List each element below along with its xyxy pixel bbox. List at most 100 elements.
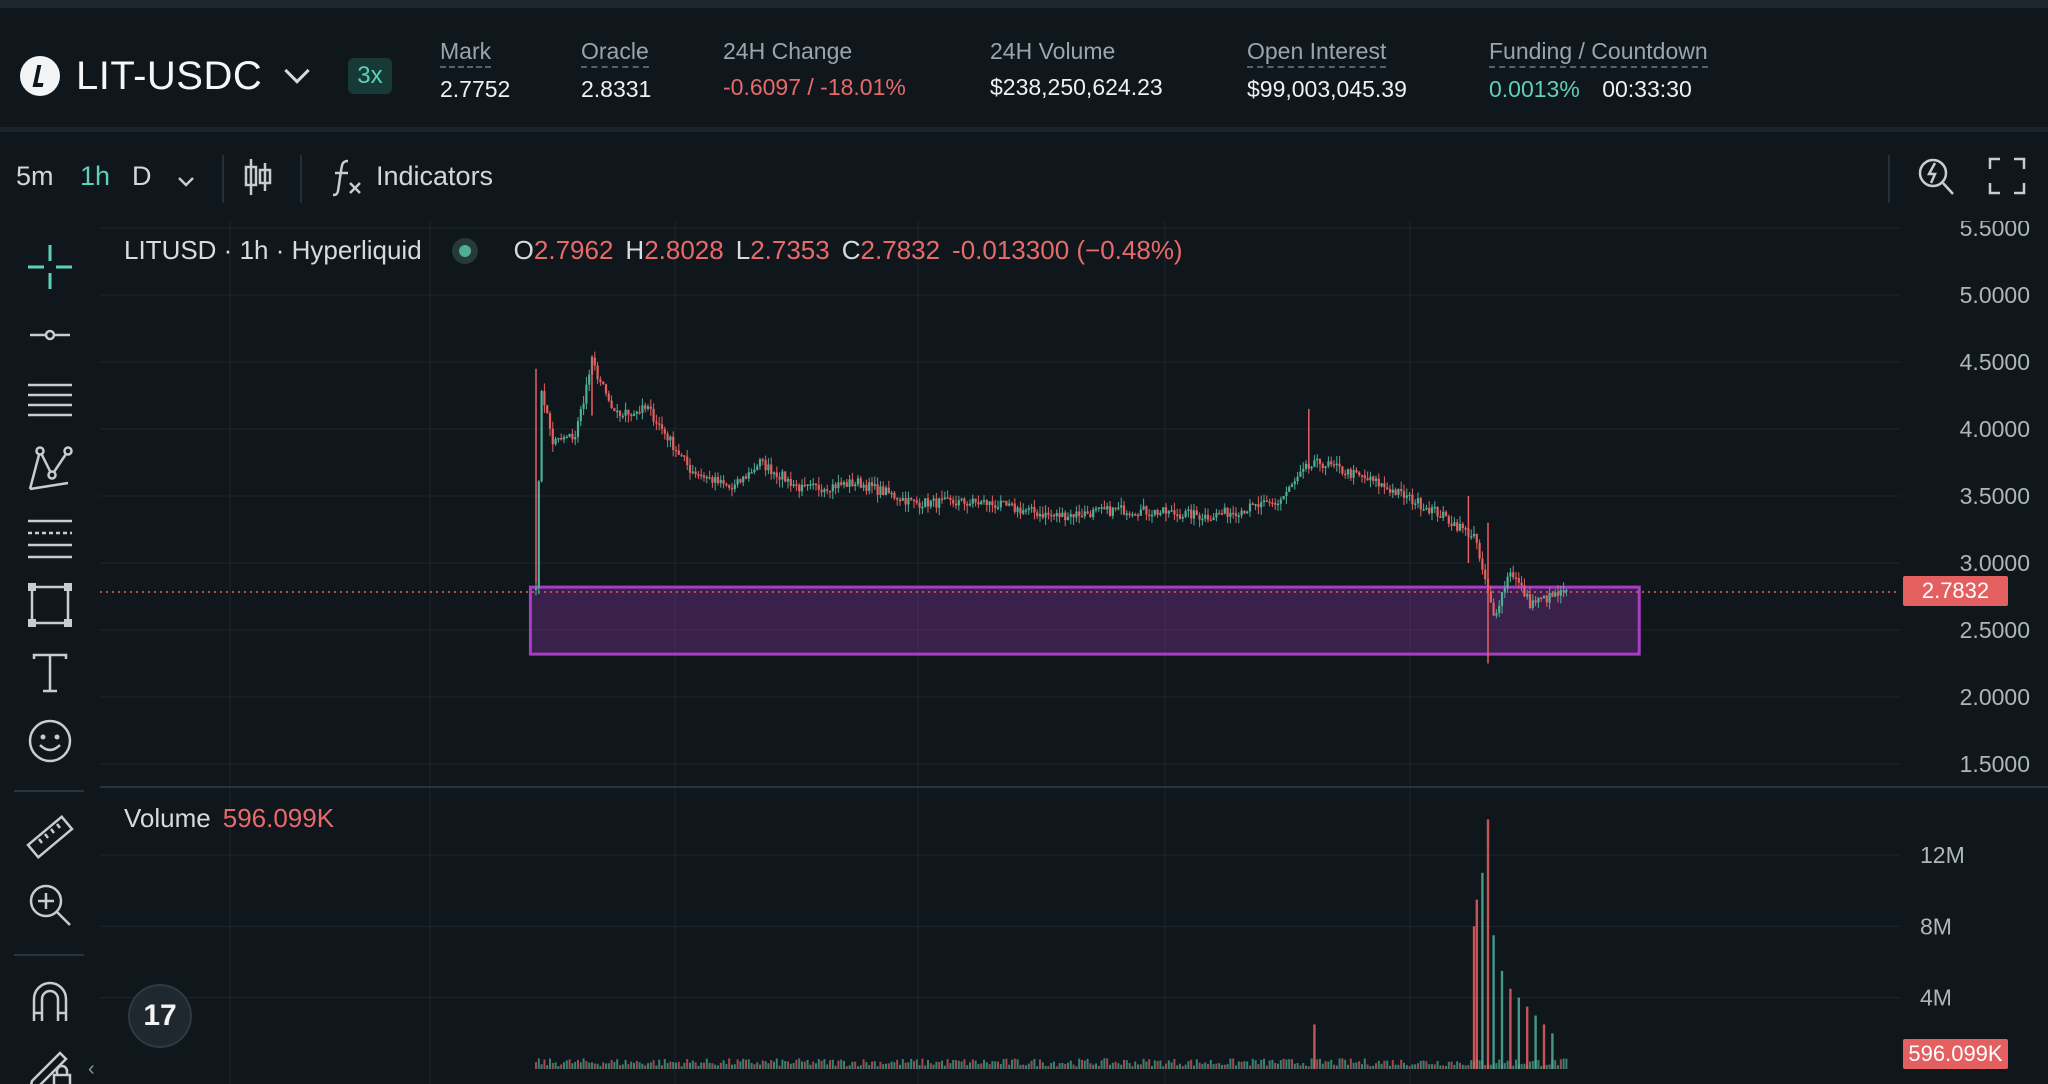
candle-body bbox=[1145, 506, 1148, 515]
volume-bar bbox=[585, 1060, 588, 1069]
candle-body bbox=[1293, 481, 1296, 485]
price-axis-label: 5.5000 bbox=[1960, 221, 2030, 241]
collapse-toolbar-icon[interactable]: ‹ bbox=[88, 1058, 95, 1080]
candle-body bbox=[1439, 516, 1442, 518]
volume-bar bbox=[666, 1063, 669, 1069]
chart-grid bbox=[100, 221, 2048, 1084]
candle-body bbox=[856, 478, 860, 485]
lock-drawings-icon[interactable] bbox=[22, 1039, 78, 1084]
volume-bar bbox=[764, 1061, 767, 1069]
stat-label[interactable]: Open Interest bbox=[1247, 38, 1387, 68]
candle-body bbox=[655, 421, 658, 424]
volume-bar bbox=[960, 1061, 963, 1069]
magnet-icon[interactable] bbox=[22, 973, 78, 1029]
volume-bar bbox=[977, 1064, 980, 1069]
candle-body bbox=[722, 480, 725, 484]
volume-bar bbox=[823, 1059, 826, 1069]
symbol-label[interactable]: LITUSD · 1h · Hyperliquid bbox=[124, 235, 422, 265]
interval-chevron-down-icon[interactable] bbox=[176, 165, 196, 196]
price-axis: 5.5000 5.0000 4.5000 4.0000 3.5000 3.0000 2.50… bbox=[1920, 221, 2030, 1011]
volume-bar bbox=[736, 1059, 739, 1069]
volume-bar bbox=[1260, 1059, 1263, 1069]
candle-body bbox=[954, 503, 958, 506]
volume-bar bbox=[927, 1059, 929, 1069]
drawn-zone bbox=[100, 585, 1900, 656]
volume-bar bbox=[1475, 899, 1478, 1069]
interval-d[interactable]: D bbox=[132, 161, 152, 191]
quick-search-icon[interactable] bbox=[1916, 155, 1956, 204]
candle-body bbox=[756, 466, 759, 470]
candle-body bbox=[1330, 461, 1333, 465]
volume-bar bbox=[820, 1060, 823, 1069]
volume-bar bbox=[1481, 872, 1484, 1069]
volume-bar bbox=[999, 1063, 1002, 1069]
candle-body bbox=[1254, 504, 1257, 506]
zoom-in-icon[interactable] bbox=[22, 877, 78, 933]
volume-bar bbox=[605, 1063, 607, 1069]
candle-body bbox=[1206, 514, 1210, 520]
open-value: 2.7962 bbox=[533, 235, 614, 265]
stat-label[interactable]: Funding / Countdown bbox=[1489, 38, 1708, 68]
candle-body bbox=[1019, 507, 1022, 514]
price-chart[interactable]: 5.5000 5.0000 4.5000 4.0000 3.5000 3.0000 2.50… bbox=[100, 221, 2048, 1084]
candle-body bbox=[1120, 505, 1123, 508]
volume-bar bbox=[638, 1062, 641, 1069]
volume-bar bbox=[991, 1061, 994, 1069]
candle-body bbox=[890, 492, 893, 495]
stat-oracle: Oracle 2.8331 bbox=[581, 38, 651, 103]
candle-body bbox=[1531, 600, 1534, 608]
indicators-button[interactable]: Indicators bbox=[376, 161, 494, 191]
emoji-icon[interactable] bbox=[22, 713, 78, 769]
horizontal-line-icon[interactable] bbox=[22, 307, 78, 363]
leverage-badge[interactable]: 3x bbox=[348, 58, 392, 94]
volume-bar bbox=[1142, 1058, 1145, 1069]
candle-body bbox=[1335, 463, 1338, 466]
candle-body bbox=[1013, 503, 1016, 512]
high-label: H bbox=[625, 235, 645, 265]
candle-body bbox=[1551, 592, 1554, 597]
interval-1h[interactable]: 1h bbox=[80, 161, 111, 191]
stat-value: 2.7752 bbox=[440, 76, 511, 102]
candle-body bbox=[739, 479, 742, 483]
candle-body bbox=[1187, 509, 1190, 512]
chevron-down-icon[interactable] bbox=[284, 58, 310, 84]
interval-5m[interactable]: 5m bbox=[16, 161, 54, 191]
fullscreen-icon[interactable] bbox=[1988, 157, 2026, 202]
tradingview-logo-icon[interactable]: 17 bbox=[128, 984, 192, 1048]
ruler-icon[interactable] bbox=[22, 809, 78, 865]
candle-body bbox=[1061, 512, 1064, 518]
stat-label[interactable]: Oracle bbox=[581, 38, 649, 68]
candle-body bbox=[884, 487, 888, 495]
volume-bar bbox=[1193, 1065, 1195, 1069]
volume-bar bbox=[1472, 926, 1476, 1069]
text-icon[interactable] bbox=[22, 645, 78, 701]
volume-bar bbox=[1447, 1061, 1450, 1069]
candle-body bbox=[1517, 577, 1520, 583]
volume-bar bbox=[1408, 1066, 1411, 1069]
chart-area[interactable]: 5.5000 5.0000 4.5000 4.0000 3.5000 3.0000 2.50… bbox=[100, 221, 2048, 1084]
volume-bar bbox=[1551, 1033, 1554, 1069]
candle-body bbox=[1209, 519, 1212, 522]
volume-bar bbox=[1540, 1066, 1543, 1069]
market-selector[interactable]: LIT-USDC 3x bbox=[20, 46, 392, 106]
volume-bar bbox=[714, 1064, 717, 1069]
crosshair-icon[interactable] bbox=[22, 239, 78, 295]
fib-lines-icon[interactable] bbox=[22, 373, 78, 429]
indicators-fx-icon[interactable] bbox=[330, 157, 366, 204]
volume-bar bbox=[901, 1059, 904, 1069]
stat-label[interactable]: Mark bbox=[440, 38, 492, 68]
volume-bar bbox=[1212, 1064, 1215, 1069]
volume-bar bbox=[1461, 1064, 1464, 1069]
volume-bar bbox=[773, 1061, 775, 1069]
volume-bar bbox=[1243, 1061, 1246, 1069]
candle-body bbox=[848, 479, 851, 487]
pattern-icon[interactable] bbox=[22, 441, 78, 497]
rectangle-icon[interactable] bbox=[22, 577, 78, 633]
volume-label[interactable]: Volume bbox=[124, 803, 211, 833]
forecast-icon[interactable] bbox=[22, 509, 78, 565]
volume-bar bbox=[549, 1058, 551, 1069]
candle-type-icon[interactable] bbox=[242, 157, 274, 204]
volume-bar bbox=[1459, 1062, 1461, 1069]
volume-bar bbox=[596, 1063, 599, 1069]
volume-bar bbox=[1064, 1063, 1067, 1069]
